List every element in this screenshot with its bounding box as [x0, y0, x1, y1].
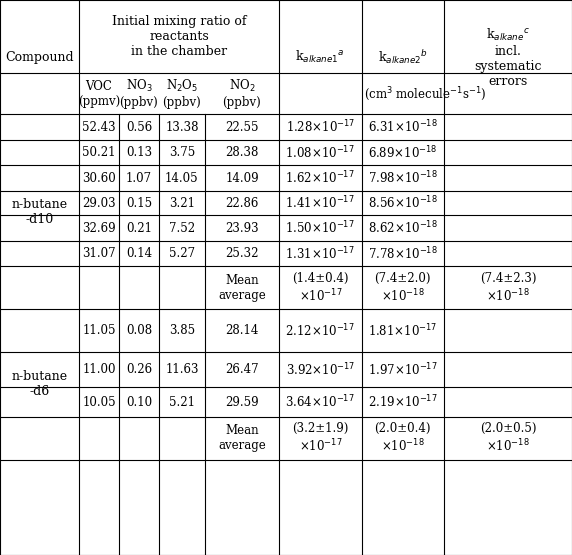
Text: 3.64×10$^{-17}$: 3.64×10$^{-17}$ [285, 394, 355, 411]
Text: 11.05: 11.05 [82, 324, 116, 337]
Text: 2.19×10$^{-17}$: 2.19×10$^{-17}$ [368, 394, 438, 411]
Text: 7.98×10$^{-18}$: 7.98×10$^{-18}$ [368, 170, 438, 186]
Text: 0.10: 0.10 [126, 396, 152, 409]
Text: 30.60: 30.60 [82, 171, 116, 185]
Text: 0.21: 0.21 [126, 221, 152, 235]
Text: 1.41×10$^{-17}$: 1.41×10$^{-17}$ [285, 195, 355, 211]
Text: 1.28×10$^{-17}$: 1.28×10$^{-17}$ [285, 119, 355, 135]
Text: 0.15: 0.15 [126, 196, 152, 210]
Text: 11.00: 11.00 [82, 363, 116, 376]
Text: 3.92×10$^{-17}$: 3.92×10$^{-17}$ [285, 361, 355, 378]
Text: 11.63: 11.63 [165, 363, 198, 376]
Text: 1.62×10$^{-17}$: 1.62×10$^{-17}$ [285, 170, 355, 186]
Text: 0.13: 0.13 [126, 146, 152, 159]
Text: 23.93: 23.93 [225, 221, 259, 235]
Text: 3.85: 3.85 [169, 324, 195, 337]
Text: Initial mixing ratio of
reactants
in the chamber: Initial mixing ratio of reactants in the… [112, 15, 247, 58]
Text: NO$_{2}$
(ppbv): NO$_{2}$ (ppbv) [223, 78, 261, 109]
Text: 7.78×10$^{-18}$: 7.78×10$^{-18}$ [368, 245, 438, 262]
Text: 22.55: 22.55 [225, 120, 259, 134]
Text: VOC
(ppmv): VOC (ppmv) [78, 80, 120, 108]
Text: Mean
average: Mean average [218, 425, 266, 452]
Text: (2.0±0.4)
×10$^{-18}$: (2.0±0.4) ×10$^{-18}$ [375, 422, 431, 455]
Text: 0.08: 0.08 [126, 324, 152, 337]
Text: 52.43: 52.43 [82, 120, 116, 134]
Text: 3.21: 3.21 [169, 196, 195, 210]
Text: Compound: Compound [5, 51, 74, 64]
Text: 5.27: 5.27 [169, 247, 195, 260]
Text: 6.89×10$^{-18}$: 6.89×10$^{-18}$ [368, 144, 438, 161]
Text: 50.21: 50.21 [82, 146, 116, 159]
Text: NO$_{3}$
(ppbv): NO$_{3}$ (ppbv) [120, 78, 158, 109]
Text: 3.75: 3.75 [169, 146, 195, 159]
Text: 1.81×10$^{-17}$: 1.81×10$^{-17}$ [368, 322, 438, 339]
Text: (7.4±2.3)
×10$^{-18}$: (7.4±2.3) ×10$^{-18}$ [480, 271, 536, 304]
Text: (7.4±2.0)
×10$^{-18}$: (7.4±2.0) ×10$^{-18}$ [375, 271, 431, 304]
Text: 13.38: 13.38 [165, 120, 198, 134]
Text: Mean
average: Mean average [218, 274, 266, 302]
Text: 5.21: 5.21 [169, 396, 195, 409]
Text: k$_{alkane}$$^{c}$
incl.
systematic
errors: k$_{alkane}$$^{c}$ incl. systematic erro… [474, 27, 542, 88]
Text: 28.14: 28.14 [225, 324, 259, 337]
Text: 14.05: 14.05 [165, 171, 198, 185]
Text: 31.07: 31.07 [82, 247, 116, 260]
Text: 1.07: 1.07 [126, 171, 152, 185]
Text: 32.69: 32.69 [82, 221, 116, 235]
Text: 10.05: 10.05 [82, 396, 116, 409]
Text: 2.12×10$^{-17}$: 2.12×10$^{-17}$ [285, 322, 355, 339]
Text: 6.31×10$^{-18}$: 6.31×10$^{-18}$ [368, 119, 438, 135]
Text: k$_{alkane1}$$^{a}$: k$_{alkane1}$$^{a}$ [296, 49, 345, 65]
Text: 0.56: 0.56 [126, 120, 152, 134]
Text: (3.2±1.9)
×10$^{-17}$: (3.2±1.9) ×10$^{-17}$ [292, 422, 348, 455]
Text: 1.97×10$^{-17}$: 1.97×10$^{-17}$ [368, 361, 438, 378]
Text: N$_{2}$O$_{5}$
(ppbv): N$_{2}$O$_{5}$ (ppbv) [162, 78, 201, 109]
Text: 1.08×10$^{-17}$: 1.08×10$^{-17}$ [285, 144, 355, 161]
Text: 1.50×10$^{-17}$: 1.50×10$^{-17}$ [285, 220, 355, 236]
Text: 26.47: 26.47 [225, 363, 259, 376]
Text: n-butane
-d10: n-butane -d10 [11, 198, 67, 226]
Text: 14.09: 14.09 [225, 171, 259, 185]
Text: 0.26: 0.26 [126, 363, 152, 376]
Text: 25.32: 25.32 [225, 247, 259, 260]
Text: 22.86: 22.86 [225, 196, 259, 210]
Text: 8.62×10$^{-18}$: 8.62×10$^{-18}$ [368, 220, 438, 236]
Text: 1.31×10$^{-17}$: 1.31×10$^{-17}$ [285, 245, 355, 262]
Text: (cm$^{3}$ molecule$^{-1}$s$^{-1}$): (cm$^{3}$ molecule$^{-1}$s$^{-1}$) [364, 85, 487, 103]
Text: 8.56×10$^{-18}$: 8.56×10$^{-18}$ [368, 195, 438, 211]
Text: 7.52: 7.52 [169, 221, 195, 235]
Text: 29.59: 29.59 [225, 396, 259, 409]
Text: 28.38: 28.38 [225, 146, 259, 159]
Text: (2.0±0.5)
×10$^{-18}$: (2.0±0.5) ×10$^{-18}$ [480, 422, 536, 455]
Text: n-butane
-d6: n-butane -d6 [11, 370, 67, 398]
Text: (1.4±0.4)
×10$^{-17}$: (1.4±0.4) ×10$^{-17}$ [292, 271, 348, 304]
Text: 0.14: 0.14 [126, 247, 152, 260]
Text: k$_{alkane2}$$^{b}$: k$_{alkane2}$$^{b}$ [378, 48, 428, 66]
Text: 29.03: 29.03 [82, 196, 116, 210]
